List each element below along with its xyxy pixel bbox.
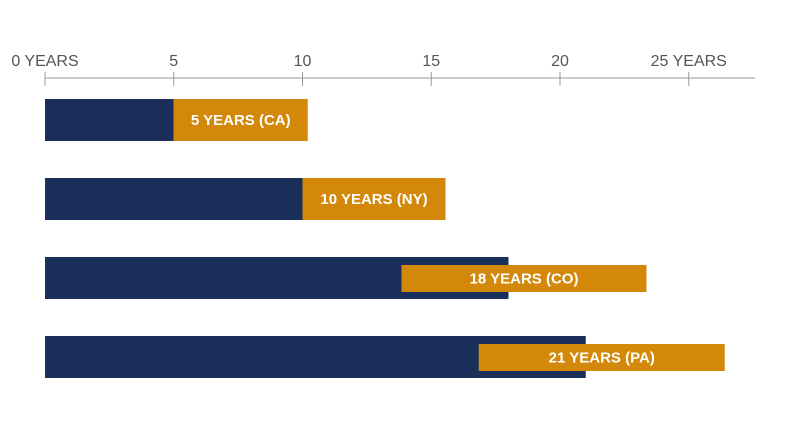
data-label: 21 YEARS (PA) [549, 350, 655, 367]
data-label: 5 YEARS (CA) [191, 112, 291, 129]
data-label: 10 YEARS (NY) [320, 191, 427, 208]
bars: 5 YEARS (CA) 10 YEARS (NY) 18 YEARS (CO) 21… [45, 99, 725, 378]
data-label-box [478, 344, 725, 371]
bar [45, 99, 174, 141]
x-tick-label: 15 [422, 53, 440, 70]
x-tick-label: 10 [294, 53, 312, 70]
data-label-box [173, 99, 308, 141]
bar [45, 178, 303, 220]
data-label-box [401, 265, 647, 292]
data-label: 18 YEARS (CO) [470, 271, 579, 288]
x-tick-label: 0 YEARS [11, 53, 78, 70]
x-tick-label: 25 YEARS [651, 53, 727, 70]
x-tick-label: 20 [551, 53, 569, 70]
x-tick-label: 5 [169, 53, 178, 70]
x-axis: 0 YEARS 5 10 15 20 25 YEARS [11, 53, 755, 86]
data-label-box [302, 178, 446, 220]
